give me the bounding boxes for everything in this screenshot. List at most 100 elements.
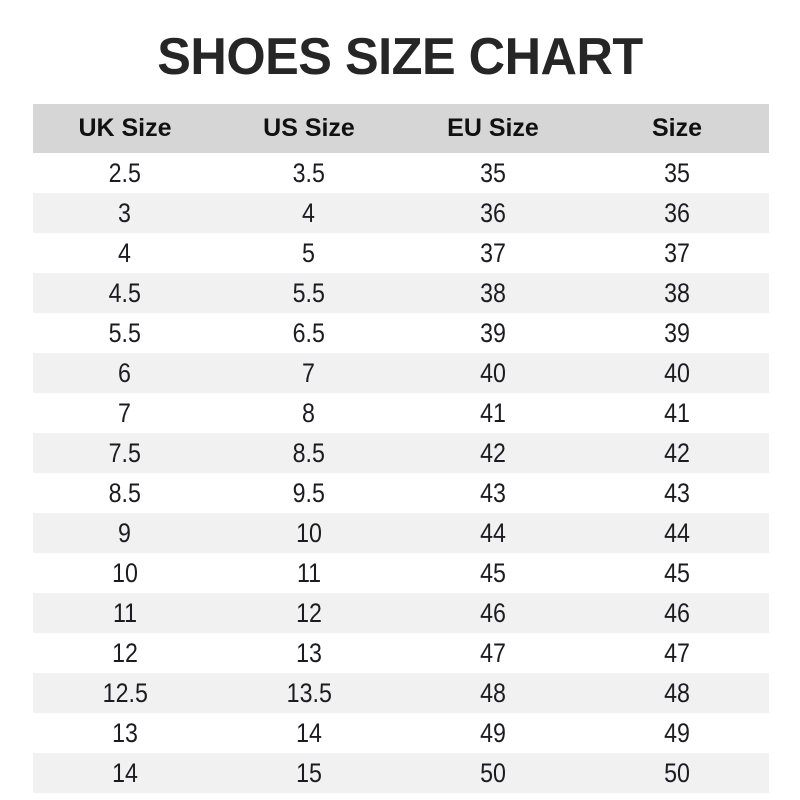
column-header-uk-size: UK Size (33, 104, 217, 153)
table-cell: 13.5 (217, 673, 401, 713)
table-header: UK Size US Size EU Size Size (33, 104, 769, 153)
table-cell: 46 (401, 593, 585, 633)
table-cell: 44 (401, 513, 585, 553)
table-cell: 37 (401, 233, 585, 273)
cell-value: 44 (480, 518, 506, 548)
cell-value: 6.5 (292, 318, 326, 348)
cell-value: 37 (480, 238, 506, 268)
cell-value: 35 (664, 158, 690, 188)
size-chart-table: UK Size US Size EU Size Size 2.5 3.5 35 35 3… (33, 104, 769, 793)
cell-value: 8.5 (108, 478, 142, 508)
table-cell: 41 (585, 393, 769, 433)
table-row: 7.5 8.5 42 42 (33, 433, 769, 473)
table-cell: 9 (33, 513, 217, 553)
table-row: 13 14 49 49 (33, 713, 769, 753)
table-cell: 12 (33, 633, 217, 673)
table-cell: 50 (585, 753, 769, 793)
cell-value: 9.5 (292, 478, 326, 508)
table-cell: 49 (401, 713, 585, 753)
cell-value: 12 (112, 638, 138, 668)
table-cell: 48 (585, 673, 769, 713)
cell-value: 13 (296, 638, 322, 668)
table-cell: 2.5 (33, 153, 217, 193)
cell-value: 45 (480, 558, 506, 588)
cell-value: 4 (302, 198, 316, 228)
table-cell: 14 (217, 713, 401, 753)
cell-value: 9 (118, 518, 132, 548)
cell-value: 4 (118, 238, 132, 268)
cell-value: 38 (480, 278, 506, 308)
cell-value: 49 (664, 718, 690, 748)
table-cell: 38 (585, 273, 769, 313)
table-cell: 13 (217, 633, 401, 673)
column-header-size: Size (585, 104, 769, 153)
cell-value: 50 (480, 758, 506, 788)
table-cell: 37 (585, 233, 769, 273)
table-row: 9 10 44 44 (33, 513, 769, 553)
size-table-container: UK Size US Size EU Size Size 2.5 3.5 35 35 3… (33, 104, 769, 793)
table-cell: 5.5 (217, 273, 401, 313)
cell-value: 13.5 (286, 678, 332, 708)
table-cell: 6.5 (217, 313, 401, 353)
cell-value: 7.5 (108, 438, 142, 468)
cell-value: 49 (480, 718, 506, 748)
cell-value: 8 (302, 398, 316, 428)
column-header-us-size: US Size (217, 104, 401, 153)
cell-value: 3.5 (292, 158, 326, 188)
table-cell: 41 (401, 393, 585, 433)
cell-value: 41 (664, 398, 690, 428)
cell-value: 42 (664, 438, 690, 468)
table-cell: 43 (585, 473, 769, 513)
cell-value: 41 (480, 398, 506, 428)
table-cell: 46 (585, 593, 769, 633)
cell-value: 46 (664, 598, 690, 628)
cell-value: 46 (480, 598, 506, 628)
cell-value: 48 (664, 678, 690, 708)
cell-value: 45 (664, 558, 690, 588)
table-cell: 10 (33, 553, 217, 593)
cell-value: 48 (480, 678, 506, 708)
table-row: 4.5 5.5 38 38 (33, 273, 769, 313)
table-cell: 14 (33, 753, 217, 793)
table-cell: 15 (217, 753, 401, 793)
table-cell: 39 (585, 313, 769, 353)
table-cell: 49 (585, 713, 769, 753)
table-cell: 50 (401, 753, 585, 793)
table-row: 10 11 45 45 (33, 553, 769, 593)
cell-value: 10 (112, 558, 138, 588)
column-header-eu-size: EU Size (401, 104, 585, 153)
table-cell: 42 (401, 433, 585, 473)
cell-value: 5.5 (292, 278, 326, 308)
cell-value: 3 (118, 198, 132, 228)
table-row: 5.5 6.5 39 39 (33, 313, 769, 353)
cell-value: 5.5 (108, 318, 142, 348)
table-cell: 8.5 (33, 473, 217, 513)
page-title: SHOES SIZE CHART (157, 28, 643, 86)
table-cell: 40 (401, 353, 585, 393)
table-row: 8.5 9.5 43 43 (33, 473, 769, 513)
cell-value: 14 (296, 718, 322, 748)
table-row: 2.5 3.5 35 35 (33, 153, 769, 193)
table-cell: 8 (217, 393, 401, 433)
cell-value: 8.5 (292, 438, 326, 468)
table-cell: 38 (401, 273, 585, 313)
table-cell: 45 (585, 553, 769, 593)
table-cell: 42 (585, 433, 769, 473)
table-cell: 48 (401, 673, 585, 713)
cell-value: 5 (302, 238, 316, 268)
table-cell: 45 (401, 553, 585, 593)
table-cell: 3.5 (217, 153, 401, 193)
cell-value: 39 (480, 318, 506, 348)
table-cell: 11 (217, 553, 401, 593)
table-cell: 11 (33, 593, 217, 633)
table-cell: 12 (217, 593, 401, 633)
table-cell: 9.5 (217, 473, 401, 513)
cell-value: 43 (664, 478, 690, 508)
cell-value: 36 (664, 198, 690, 228)
cell-value: 37 (664, 238, 690, 268)
table-cell: 5 (217, 233, 401, 273)
table-row: 7 8 41 41 (33, 393, 769, 433)
cell-value: 50 (664, 758, 690, 788)
table-row: 12.5 13.5 48 48 (33, 673, 769, 713)
